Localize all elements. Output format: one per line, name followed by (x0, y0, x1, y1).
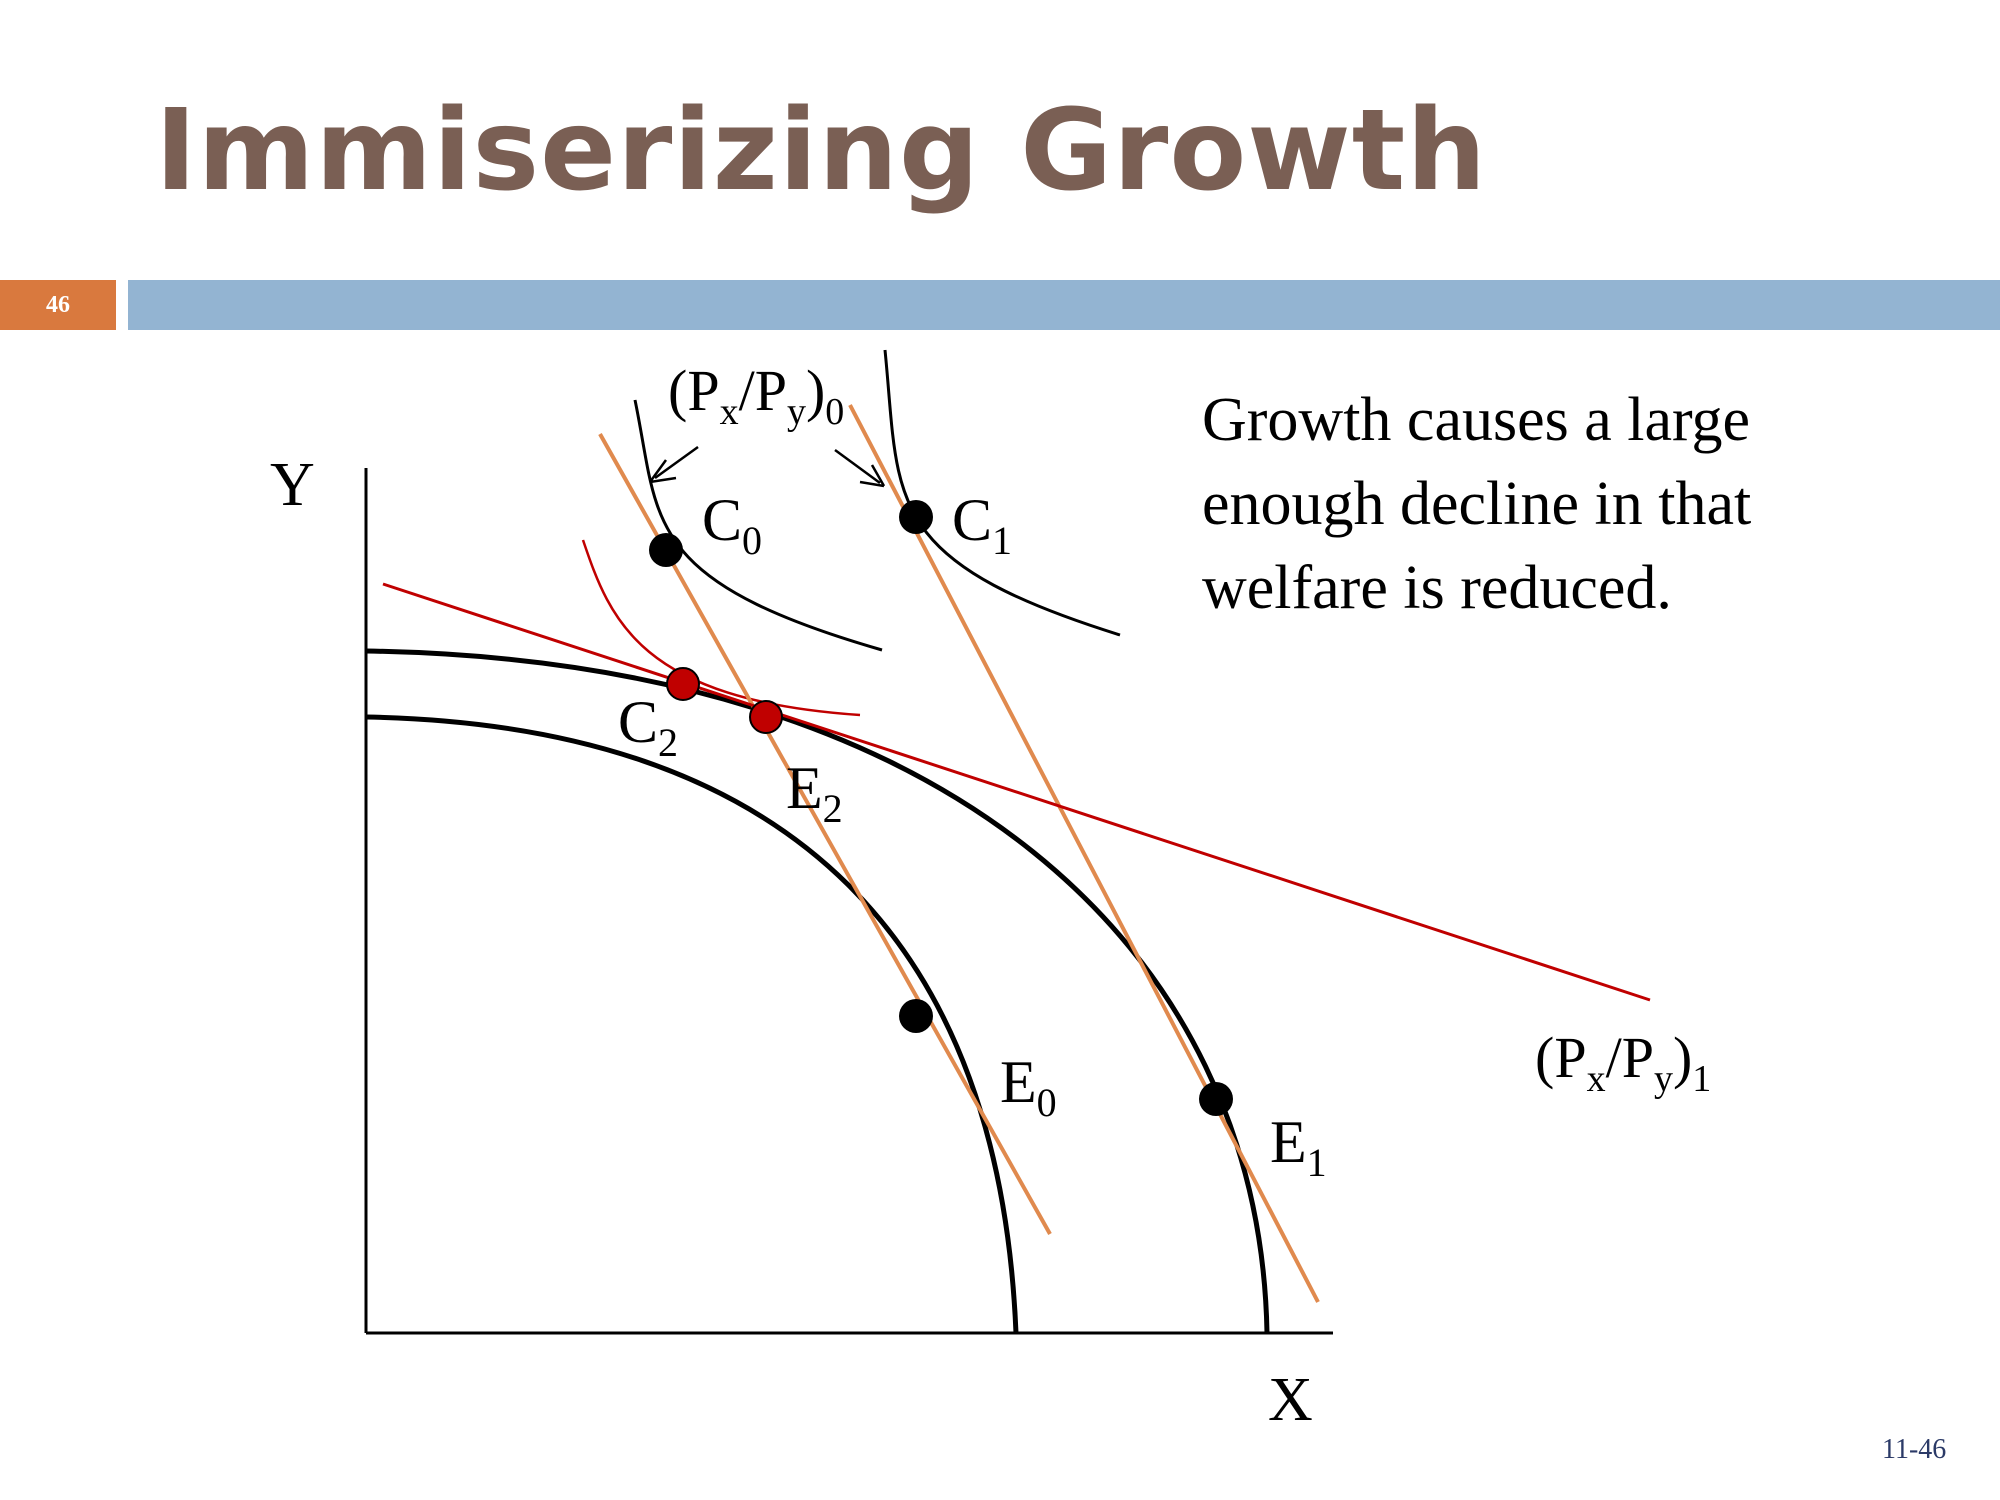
title-rule-bar (128, 280, 2000, 330)
label-e1: E1 (1270, 1109, 1327, 1185)
price-ratio-initial-label: (Px/Py)0 (668, 358, 844, 433)
point-c1 (899, 500, 933, 534)
y-axis-label: Y (270, 451, 315, 519)
indifference-curve-u2 (581, 539, 861, 717)
price-line-initial-a (598, 433, 1052, 1235)
price-ratio-final-label: (Px/Py)1 (1535, 1025, 1711, 1100)
arrow-head-u0 (648, 459, 677, 484)
indifference-curve-u1 (883, 349, 1121, 637)
point-e0 (899, 999, 933, 1033)
point-e1 (1199, 1082, 1233, 1116)
point-c0 (649, 533, 683, 567)
point-c2 (666, 667, 700, 701)
label-c1: C1 (952, 487, 1012, 563)
explanation-text: Growth causes a large enough decline in … (1202, 386, 1752, 622)
label-c2: C2 (618, 689, 678, 765)
arrow-head-u1 (859, 464, 886, 488)
arrow-to-u1 (834, 448, 881, 485)
slide-title: Immiserizing Growth (155, 86, 1488, 216)
ppf-after-growth (365, 648, 1270, 1334)
label-e0: E0 (1000, 1049, 1057, 1125)
ppf-initial (365, 714, 1019, 1334)
page-footer: 11-46 (1882, 1434, 1947, 1465)
slide-number: 46 (0, 280, 116, 330)
price-line-final (382, 582, 1651, 1002)
arrow-to-u0 (654, 445, 699, 480)
label-e2: E2 (786, 755, 843, 831)
label-c0: C0 (702, 487, 762, 563)
point-e2 (749, 700, 783, 734)
x-axis-label: X (1268, 1366, 1313, 1434)
price-line-initial-b (848, 404, 1320, 1303)
